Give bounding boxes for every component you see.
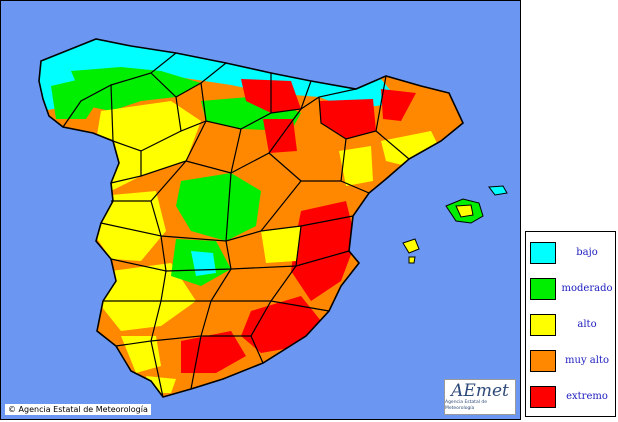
legend-item-extremo: extremo	[526, 384, 615, 412]
legend-swatch	[530, 314, 556, 336]
legend-item-moderado: moderado	[526, 276, 615, 304]
legend-swatch	[530, 350, 556, 372]
legend-label: bajo	[576, 247, 598, 258]
region-borders	[38, 38, 464, 398]
risk-legend: bajo moderado alto muy alto extremo	[525, 231, 616, 417]
legend-swatch	[530, 278, 556, 300]
legend-label: alto	[577, 319, 597, 330]
legend-swatch	[530, 386, 556, 408]
spain-map	[38, 38, 508, 398]
legend-swatch	[530, 242, 556, 264]
fire-risk-map: © Agencia Estatal de Meteorología AEmet …	[0, 0, 521, 420]
logo-subtitle: Agencia Estatal de Meteorología	[445, 400, 488, 411]
legend-label: extremo	[566, 391, 608, 402]
legend-label: muy alto	[565, 355, 609, 366]
balearic-islands	[402, 185, 508, 264]
legend-item-alto: alto	[526, 312, 615, 340]
copyright-notice: © Agencia Estatal de Meteorología	[5, 404, 151, 415]
aemet-logo: AEmet Agencia Estatal de Meteorología	[444, 379, 516, 415]
legend-label: moderado	[561, 283, 613, 294]
logo-wordmark: AEmet	[451, 381, 509, 401]
legend-item-muy-alto: muy alto	[526, 348, 615, 376]
legend-item-bajo: bajo	[526, 240, 615, 268]
